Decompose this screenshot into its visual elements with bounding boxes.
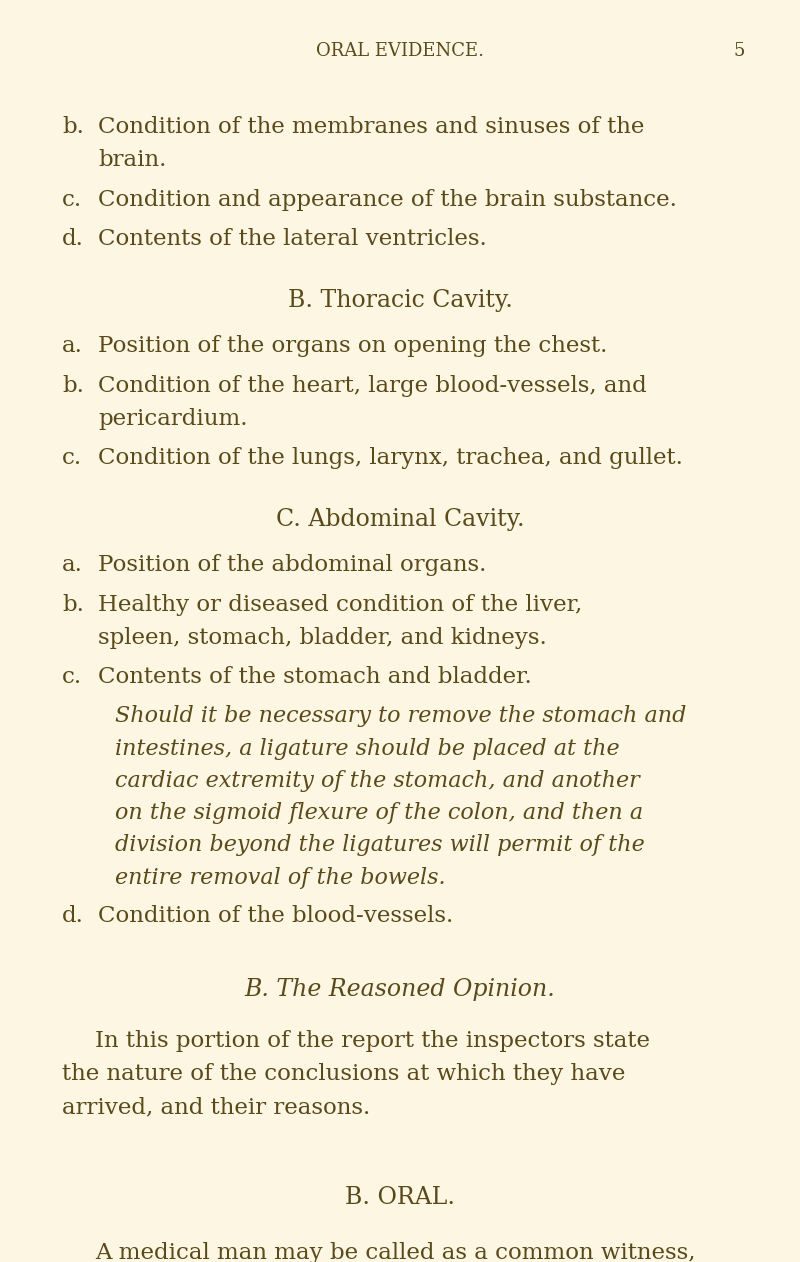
Text: b.: b. (62, 375, 84, 396)
Text: pericardium.: pericardium. (98, 408, 247, 430)
Text: Condition of the blood-vessels.: Condition of the blood-vessels. (98, 905, 454, 926)
Text: cardiac extremity of the stomach, and another: cardiac extremity of the stomach, and an… (115, 770, 640, 791)
Text: B. Thoracic Cavity.: B. Thoracic Cavity. (287, 289, 513, 312)
Text: Healthy or diseased condition of the liver,: Healthy or diseased condition of the liv… (98, 593, 582, 616)
Text: b.: b. (62, 116, 84, 138)
Text: on the sigmoid flexure of the colon, and then a: on the sigmoid flexure of the colon, and… (115, 803, 643, 824)
Text: A medical man may be called as a common witness,: A medical man may be called as a common … (95, 1242, 695, 1262)
Text: Condition of the membranes and sinuses of the: Condition of the membranes and sinuses o… (98, 116, 644, 138)
Text: Contents of the lateral ventricles.: Contents of the lateral ventricles. (98, 228, 486, 250)
Text: d.: d. (62, 905, 84, 926)
Text: Should it be necessary to remove the stomach and: Should it be necessary to remove the sto… (115, 705, 686, 727)
Text: spleen, stomach, bladder, and kidneys.: spleen, stomach, bladder, and kidneys. (98, 627, 546, 649)
Text: ORAL EVIDENCE.: ORAL EVIDENCE. (316, 42, 484, 61)
Text: a.: a. (62, 336, 83, 357)
Text: entire removal of the bowels.: entire removal of the bowels. (115, 867, 446, 888)
Text: 5: 5 (734, 42, 745, 61)
Text: Condition of the lungs, larynx, trachea, and gullet.: Condition of the lungs, larynx, trachea,… (98, 447, 683, 469)
Text: arrived, and their reasons.: arrived, and their reasons. (62, 1097, 370, 1118)
Text: B. The Reasoned Opinion.: B. The Reasoned Opinion. (245, 978, 555, 1001)
Text: Position of the organs on opening the chest.: Position of the organs on opening the ch… (98, 336, 607, 357)
Text: d.: d. (62, 228, 84, 250)
Text: Contents of the stomach and bladder.: Contents of the stomach and bladder. (98, 666, 532, 688)
Text: a.: a. (62, 554, 83, 577)
Text: Condition and appearance of the brain substance.: Condition and appearance of the brain su… (98, 188, 677, 211)
Text: c.: c. (62, 188, 82, 211)
Text: B. ORAL.: B. ORAL. (345, 1186, 455, 1209)
Text: Position of the abdominal organs.: Position of the abdominal organs. (98, 554, 486, 577)
Text: Condition of the heart, large blood-vessels, and: Condition of the heart, large blood-vess… (98, 375, 646, 396)
Text: brain.: brain. (98, 149, 166, 172)
Text: c.: c. (62, 447, 82, 469)
Text: division beyond the ligatures will permit of the: division beyond the ligatures will permi… (115, 834, 645, 857)
Text: C. Abdominal Cavity.: C. Abdominal Cavity. (276, 509, 524, 531)
Text: b.: b. (62, 593, 84, 616)
Text: intestines, a ligature should be placed at the: intestines, a ligature should be placed … (115, 737, 620, 760)
Text: c.: c. (62, 666, 82, 688)
Text: the nature of the conclusions at which they have: the nature of the conclusions at which t… (62, 1064, 626, 1085)
Text: In this portion of the report the inspectors state: In this portion of the report the inspec… (95, 1030, 650, 1053)
